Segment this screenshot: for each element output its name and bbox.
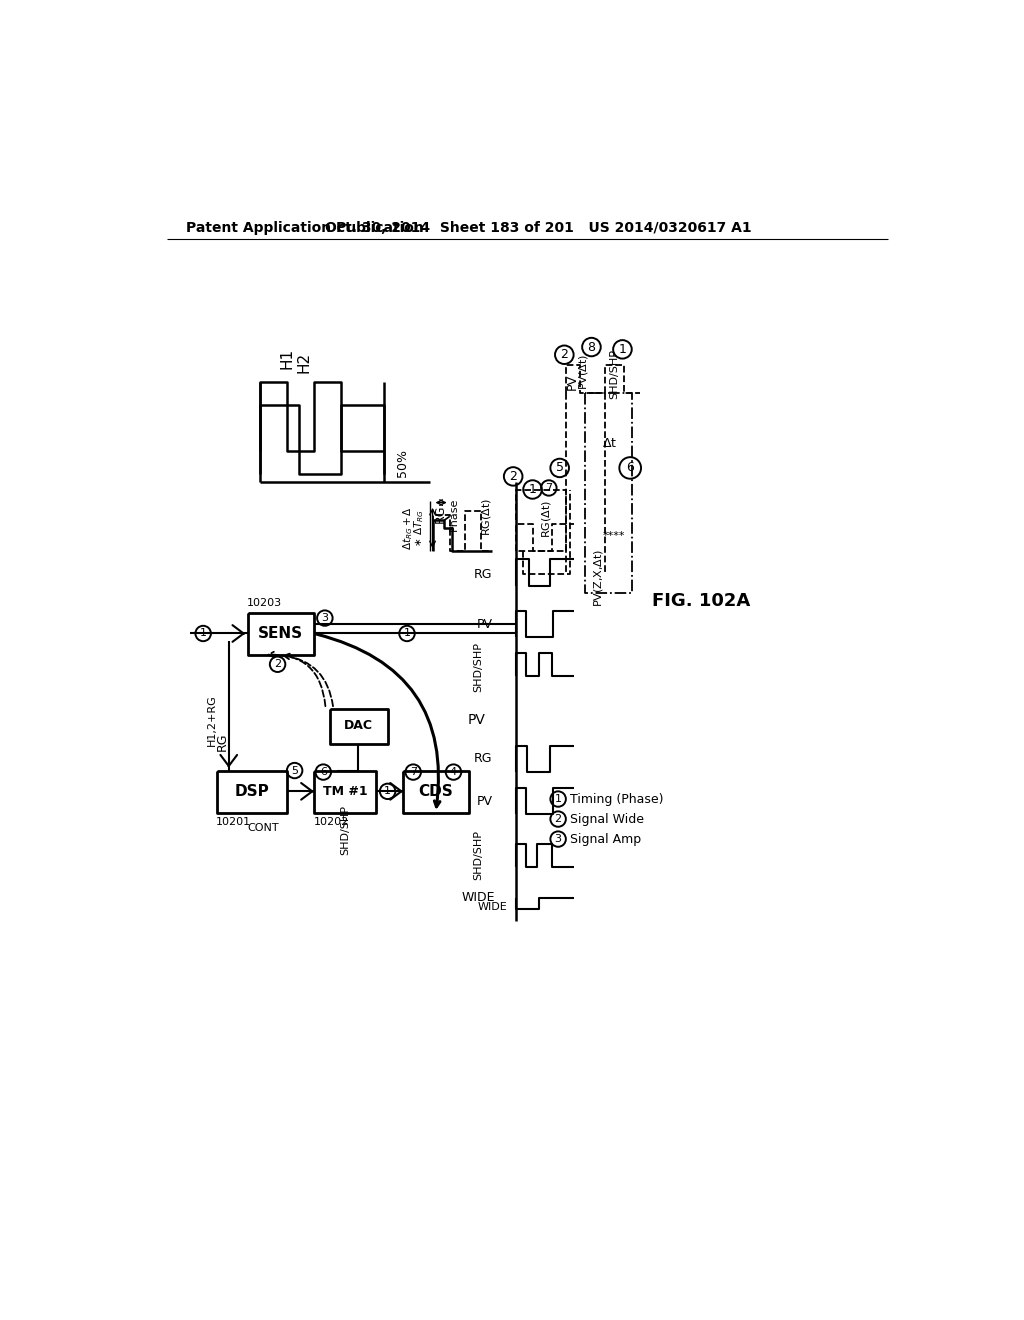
Text: 7: 7 bbox=[410, 767, 417, 777]
Text: PV: PV bbox=[565, 374, 579, 389]
Text: 2: 2 bbox=[509, 470, 517, 483]
Text: DSP: DSP bbox=[234, 784, 269, 799]
Text: 2: 2 bbox=[560, 348, 568, 362]
Text: 7: 7 bbox=[545, 483, 552, 492]
Text: 3: 3 bbox=[322, 612, 329, 623]
Text: H1: H1 bbox=[280, 348, 295, 370]
Text: RG: RG bbox=[474, 752, 493, 766]
Text: 4: 4 bbox=[450, 767, 457, 777]
Text: Patent Application Publication: Patent Application Publication bbox=[186, 220, 424, 235]
Text: 1: 1 bbox=[384, 787, 391, 796]
Text: Signal Wide: Signal Wide bbox=[569, 813, 644, 825]
Text: 1: 1 bbox=[200, 628, 207, 639]
Text: RG($\Delta$t): RG($\Delta$t) bbox=[480, 498, 494, 536]
Text: $\ast\ \Delta T_{RG}$: $\ast\ \Delta T_{RG}$ bbox=[413, 510, 426, 546]
Text: SHD/SHP: SHD/SHP bbox=[473, 642, 483, 692]
Text: TM #1: TM #1 bbox=[323, 785, 368, 797]
Text: CONT: CONT bbox=[248, 824, 280, 833]
Text: 1: 1 bbox=[618, 343, 627, 356]
Text: 5: 5 bbox=[556, 462, 563, 474]
Text: $\Delta$t: $\Delta$t bbox=[602, 437, 617, 450]
Text: ****: **** bbox=[603, 531, 626, 541]
Text: PV(Z,X,$\Delta$t): PV(Z,X,$\Delta$t) bbox=[592, 549, 605, 607]
Text: Signal Amp: Signal Amp bbox=[569, 833, 641, 846]
Text: PV: PV bbox=[476, 795, 493, 808]
Text: $\Delta t_{RG}+\Delta$: $\Delta t_{RG}+\Delta$ bbox=[401, 506, 416, 550]
Text: 8: 8 bbox=[588, 341, 595, 354]
Text: 1: 1 bbox=[528, 483, 537, 496]
Text: FIG. 102A: FIG. 102A bbox=[652, 593, 751, 610]
Text: H1,2+RG: H1,2+RG bbox=[207, 694, 217, 746]
Text: SHD/SHP: SHD/SHP bbox=[609, 348, 620, 399]
Text: 1: 1 bbox=[555, 795, 561, 804]
Text: Phase: Phase bbox=[449, 498, 459, 531]
Text: 5: 5 bbox=[291, 766, 298, 776]
Text: RG: RG bbox=[434, 504, 446, 524]
Text: Oct. 30, 2014  Sheet 183 of 201   US 2014/0320617 A1: Oct. 30, 2014 Sheet 183 of 201 US 2014/0… bbox=[326, 220, 752, 235]
Text: WIDE: WIDE bbox=[461, 891, 495, 904]
Text: RG: RG bbox=[216, 733, 229, 751]
Text: 2: 2 bbox=[555, 814, 562, 824]
Text: PV: PV bbox=[468, 714, 485, 727]
Text: 6: 6 bbox=[627, 462, 634, 474]
Text: RG: RG bbox=[474, 568, 493, 581]
Text: 2: 2 bbox=[274, 659, 282, 669]
Text: 1: 1 bbox=[403, 628, 411, 639]
Text: 6: 6 bbox=[319, 767, 327, 777]
Text: 3: 3 bbox=[555, 834, 561, 843]
Text: SHD/SHP: SHD/SHP bbox=[340, 805, 350, 855]
Text: SENS: SENS bbox=[258, 626, 303, 642]
Text: RG($\Delta$t): RG($\Delta$t) bbox=[540, 500, 553, 537]
Text: CDS: CDS bbox=[418, 784, 453, 799]
Text: Timing (Phase): Timing (Phase) bbox=[569, 792, 664, 805]
Text: SHD/SHP: SHD/SHP bbox=[473, 830, 483, 880]
Text: 10202: 10202 bbox=[314, 817, 349, 828]
Text: 50%: 50% bbox=[396, 449, 410, 477]
Text: PV: PV bbox=[476, 618, 493, 631]
Text: H2: H2 bbox=[297, 352, 312, 374]
Text: 10203: 10203 bbox=[247, 598, 282, 609]
Text: 10201: 10201 bbox=[216, 817, 251, 828]
Text: WIDE: WIDE bbox=[478, 902, 508, 912]
Text: PV($\Delta$t): PV($\Delta$t) bbox=[578, 355, 590, 391]
Text: DAC: DAC bbox=[344, 719, 373, 733]
